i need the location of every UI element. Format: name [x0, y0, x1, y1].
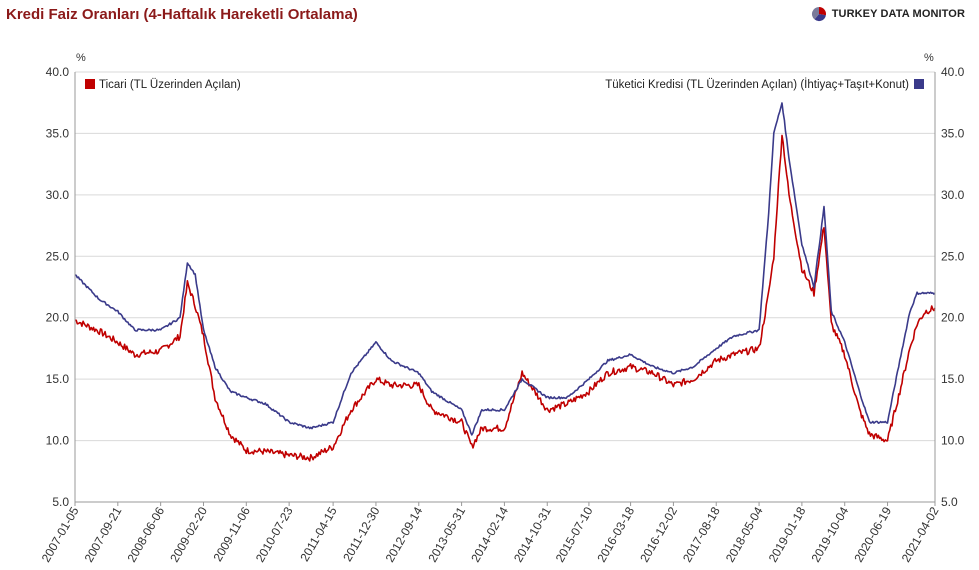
- chart-title: Kredi Faiz Oranları (4-Haftalık Hareketl…: [6, 6, 358, 23]
- y-tick-label-left: 30.0: [46, 188, 70, 202]
- axes: [74, 72, 936, 503]
- x-tick-label: 2009-11-06: [211, 504, 254, 564]
- y-tick-label-right: 20.0: [941, 311, 965, 325]
- y-tick-label-left: 10.0: [46, 434, 70, 448]
- grid-lines: [75, 71, 935, 503]
- y-tick-label-left: 15.0: [46, 372, 70, 386]
- legend: Ticari (TL Üzerinden Açılan) Tüketici Kre…: [85, 78, 924, 91]
- y-tick-label-left: 25.0: [46, 249, 70, 263]
- y-tick-label-right: 30.0: [941, 188, 965, 202]
- y-tick-label-left: 5.0: [52, 495, 69, 509]
- y-tick-label-left: 40.0: [46, 65, 70, 79]
- x-tick-label: 2018-05-04: [723, 504, 766, 564]
- legend-label-tuketici: Tüketici Kredisi (TL Üzerinden Açılan) (…: [605, 78, 909, 91]
- x-tick-label: 2019-01-18: [766, 504, 809, 564]
- brand-logo: TURKEY DATA MONITOR: [811, 6, 965, 22]
- pie-logo-icon: [811, 6, 826, 22]
- series-line-tuketici: [74, 102, 936, 436]
- series-layer: [74, 102, 936, 462]
- y-tick-label-right: 40.0: [941, 65, 965, 79]
- x-axis: 2007-01-05 2007-09-21 2008-06-06 2009-02-20…: [39, 502, 942, 565]
- x-tick-label: 2020-06-19: [851, 504, 894, 564]
- y-tick-label-right: 5.0: [941, 495, 958, 509]
- x-tick-label: 2010-07-23: [253, 504, 296, 564]
- x-tick-label: 2013-05-31: [425, 504, 468, 564]
- x-tick-label: 2016-03-18: [594, 504, 637, 564]
- x-tick-label: 2011-04-15: [297, 504, 340, 564]
- series-line-ticari: [74, 134, 936, 462]
- y-tick-label-left: 35.0: [46, 126, 70, 140]
- legend-swatch-ticari: [85, 79, 95, 89]
- x-tick-label: 2007-09-21: [82, 504, 125, 564]
- x-tick-label: 2014-02-14: [468, 504, 511, 564]
- y-axis-unit-right: %: [924, 52, 934, 64]
- x-tick-label: 2008-06-06: [124, 504, 167, 564]
- x-tick-label: 2012-09-14: [383, 504, 426, 564]
- y-tick-label-right: 25.0: [941, 249, 965, 263]
- y-tick-label-right: 10.0: [941, 434, 965, 448]
- y-tick-label-left: 20.0: [46, 311, 70, 325]
- brand-name: TURKEY DATA MONITOR: [831, 8, 965, 20]
- x-tick-label: 2016-12-02: [637, 504, 680, 564]
- x-tick-label: 2009-02-20: [167, 504, 210, 564]
- x-tick-label: 2015-07-10: [553, 504, 596, 564]
- x-tick-label: 2011-12-30: [340, 504, 383, 564]
- y-axis-unit-left: %: [76, 52, 86, 64]
- y-axis-right: 5.0 10.0 15.0 20.0 25.0 30.0 35.0 40.0: [941, 65, 965, 509]
- x-tick-label: 2007-01-05: [39, 504, 82, 564]
- x-tick-label: 2021-04-02: [899, 504, 942, 564]
- legend-label-ticari: Ticari (TL Üzerinden Açılan): [99, 79, 241, 91]
- y-tick-label-right: 35.0: [941, 126, 965, 140]
- x-tick-label: 2017-08-18: [680, 504, 723, 564]
- legend-swatch-tuketici: [914, 79, 924, 89]
- y-tick-label-right: 15.0: [941, 372, 965, 386]
- x-tick-label: 2019-10-04: [808, 504, 851, 564]
- y-axis-left: 5.0 10.0 15.0 20.0 25.0 30.0 35.0 40.0: [46, 65, 70, 509]
- x-tick-label: 2014-10-31: [511, 504, 554, 564]
